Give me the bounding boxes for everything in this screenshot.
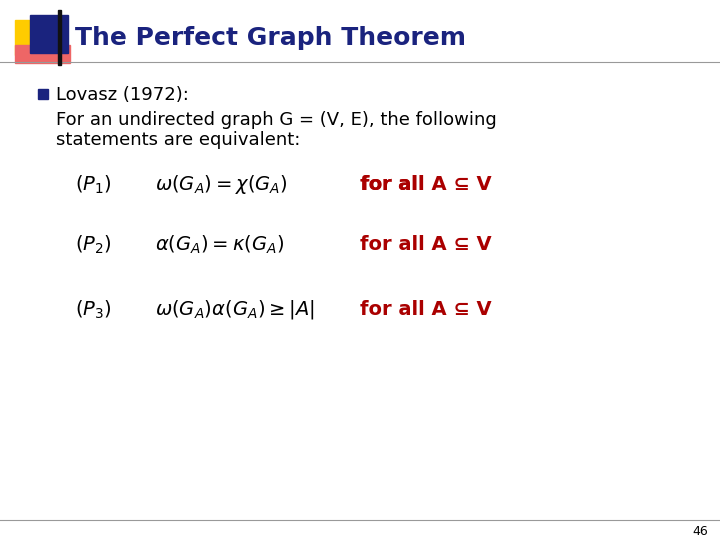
Text: for all A ⊆ V: for all A ⊆ V <box>360 300 492 319</box>
Bar <box>15 45 70 63</box>
Text: for all A ⊆ V: for all A ⊆ V <box>360 176 492 194</box>
Text: $\omega(G_A) = \chi(G_A)$: $\omega(G_A) = \chi(G_A)$ <box>155 173 287 197</box>
Text: $\omega(G_A)\alpha(G_A) \geq |A|$: $\omega(G_A)\alpha(G_A) \geq |A|$ <box>155 298 315 321</box>
Text: statements are equivalent:: statements are equivalent: <box>56 131 300 149</box>
Bar <box>58 10 60 65</box>
Text: For an undirected graph G = (V, E), the following: For an undirected graph G = (V, E), the … <box>56 111 497 129</box>
Text: The Perfect Graph Theorem: The Perfect Graph Theorem <box>75 26 466 50</box>
Bar <box>15 20 53 55</box>
Text: Lovasz (1972):: Lovasz (1972): <box>56 86 189 104</box>
Text: $(P_3)$: $(P_3)$ <box>75 299 112 321</box>
Text: $(P_2)$: $(P_2)$ <box>75 234 112 256</box>
Text: for all A ⊆ V: for all A ⊆ V <box>360 235 492 254</box>
Bar <box>38 89 48 99</box>
Text: $(P_1)$: $(P_1)$ <box>75 174 112 196</box>
Text: $\alpha(G_A) = \kappa(G_A)$: $\alpha(G_A) = \kappa(G_A)$ <box>155 234 284 256</box>
Text: $\mathbf{for\ all}$: $\mathbf{for\ all}$ <box>360 176 433 194</box>
Bar <box>30 15 68 53</box>
Text: 46: 46 <box>692 525 708 538</box>
